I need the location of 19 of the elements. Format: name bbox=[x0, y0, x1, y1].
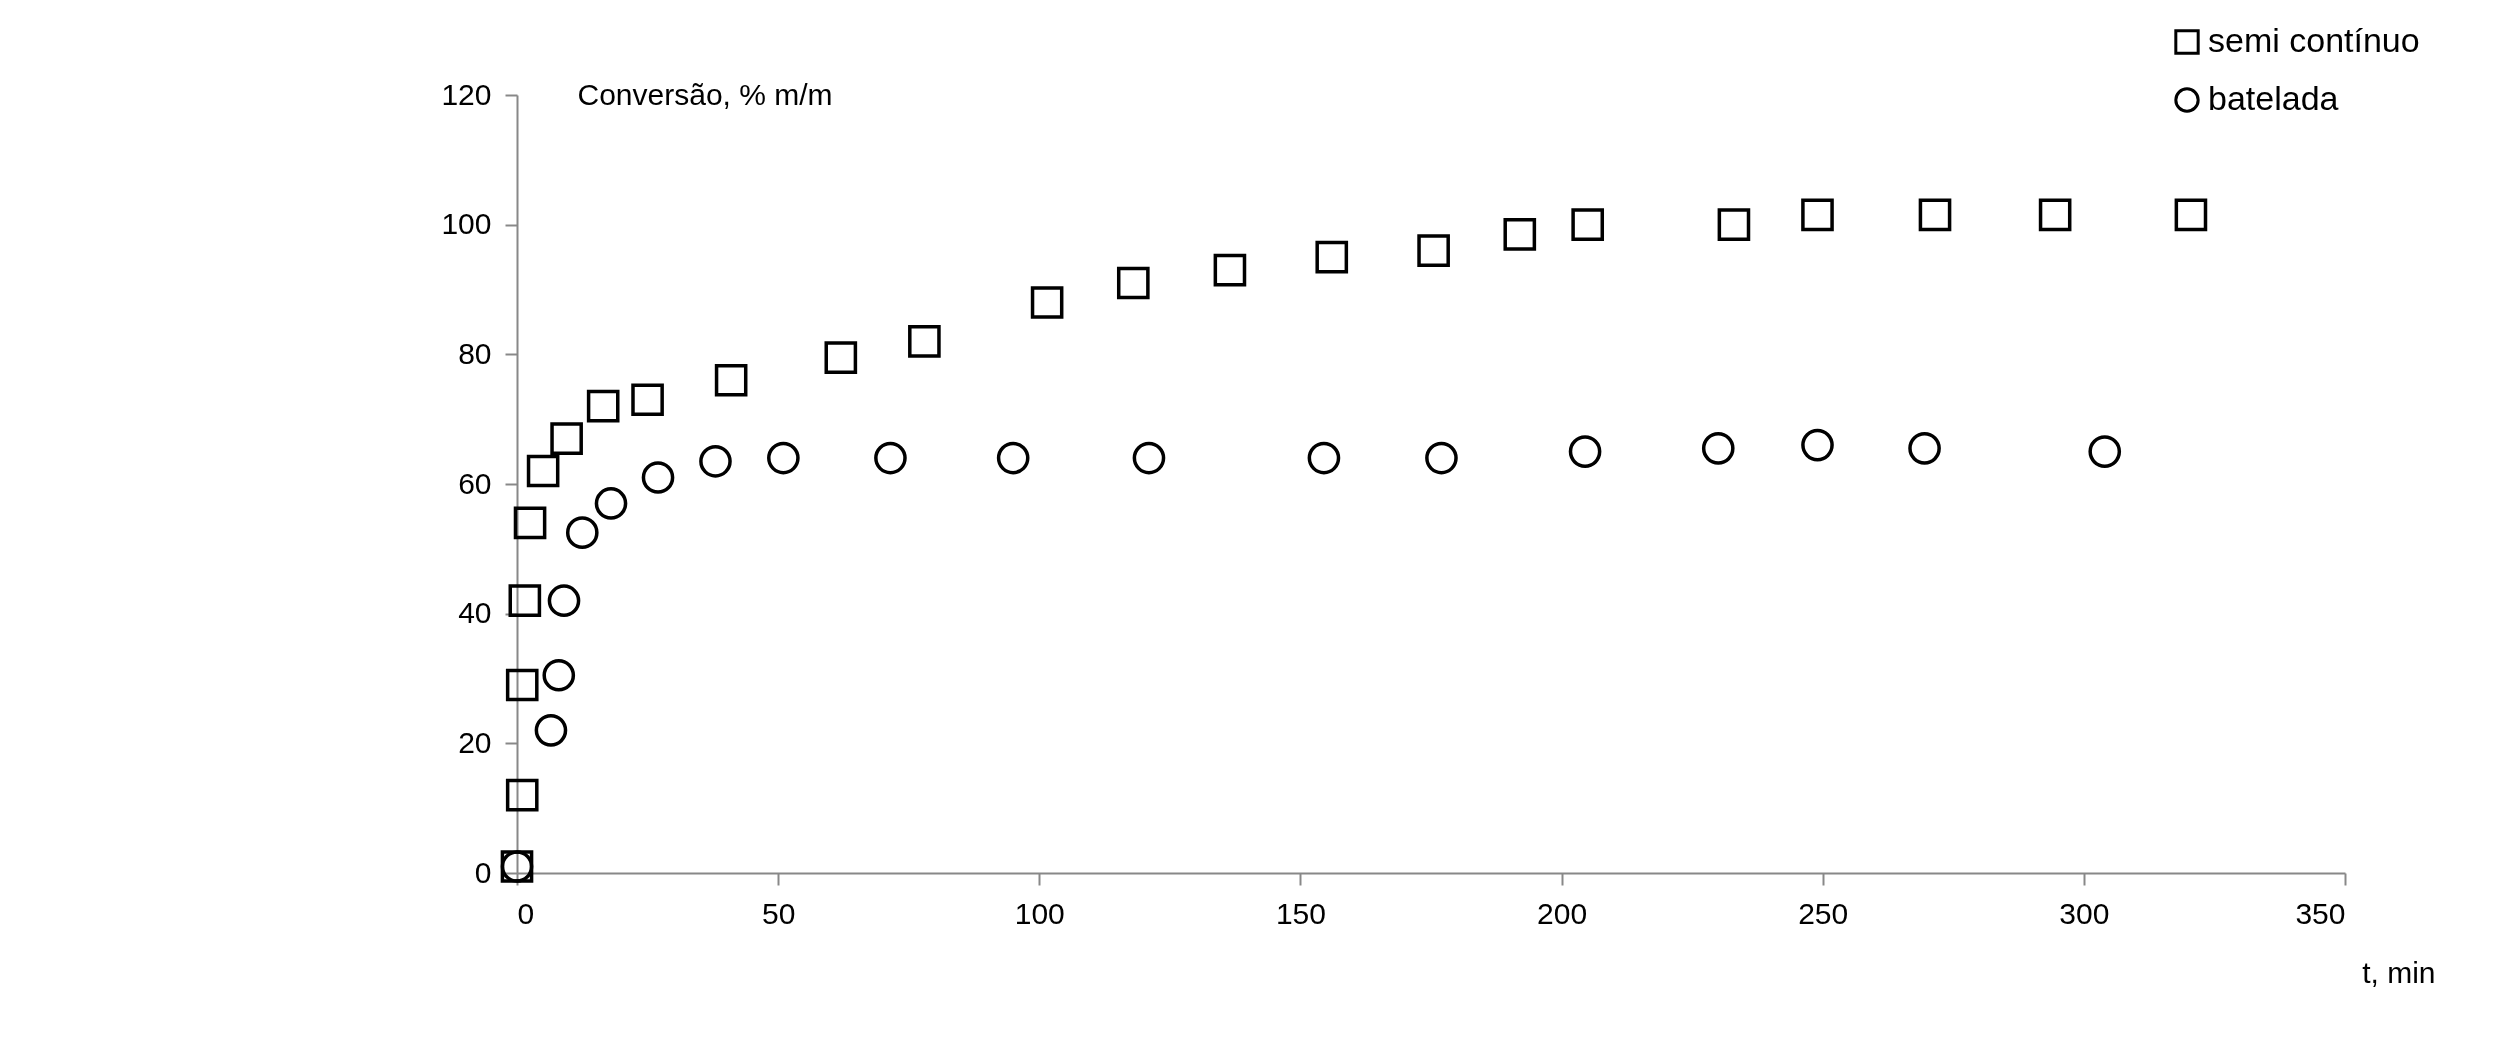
x-tick-label: 0 bbox=[517, 896, 535, 930]
x-tick-label: 250 bbox=[1798, 896, 1849, 930]
y-tick-label: 40 bbox=[458, 596, 492, 630]
y-tick-label: 0 bbox=[474, 855, 492, 889]
y-tick-label: 120 bbox=[441, 77, 492, 111]
legend-label: batelada bbox=[2208, 79, 2339, 117]
x-tick-label: 350 bbox=[2295, 896, 2346, 930]
x-tick-label: 300 bbox=[2059, 896, 2110, 930]
x-tick-label: 100 bbox=[1014, 896, 1065, 930]
y-tick-label: 60 bbox=[458, 466, 492, 500]
y-tick-label: 100 bbox=[441, 207, 492, 241]
x-tick-label: 50 bbox=[761, 896, 796, 930]
y-axis-title: Conversão, % m/m bbox=[577, 77, 833, 111]
legend-label: semi contínuo bbox=[2208, 21, 2420, 59]
y-tick-label: 20 bbox=[458, 725, 492, 759]
x-axis-title: t, min bbox=[2362, 955, 2436, 989]
y-tick-label: 80 bbox=[458, 336, 492, 370]
x-tick-label: 150 bbox=[1275, 896, 1326, 930]
x-tick-label: 200 bbox=[1537, 896, 1588, 930]
